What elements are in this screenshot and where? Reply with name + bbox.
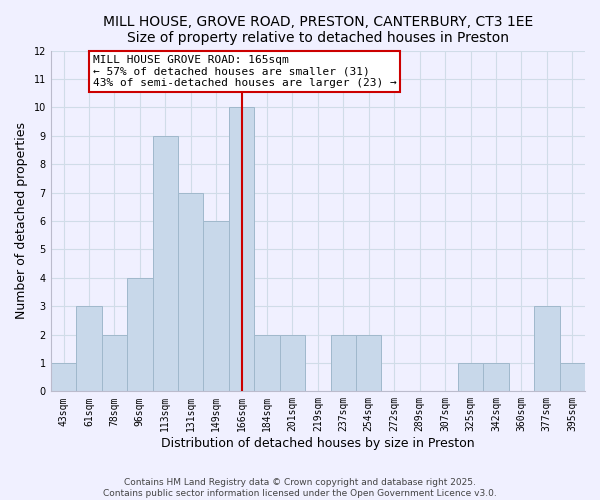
Bar — [356, 334, 382, 392]
Text: MILL HOUSE GROVE ROAD: 165sqm
← 57% of detached houses are smaller (31)
43% of s: MILL HOUSE GROVE ROAD: 165sqm ← 57% of d… — [93, 55, 397, 88]
Bar — [203, 221, 229, 392]
Bar — [51, 363, 76, 392]
Bar — [280, 334, 305, 392]
Bar — [178, 192, 203, 392]
Y-axis label: Number of detached properties: Number of detached properties — [15, 122, 28, 320]
Bar — [152, 136, 178, 392]
Bar — [229, 108, 254, 392]
X-axis label: Distribution of detached houses by size in Preston: Distribution of detached houses by size … — [161, 437, 475, 450]
Bar — [76, 306, 101, 392]
Bar — [254, 334, 280, 392]
Title: MILL HOUSE, GROVE ROAD, PRESTON, CANTERBURY, CT3 1EE
Size of property relative t: MILL HOUSE, GROVE ROAD, PRESTON, CANTERB… — [103, 15, 533, 45]
Bar — [483, 363, 509, 392]
Bar — [560, 363, 585, 392]
Bar — [101, 334, 127, 392]
Text: Contains HM Land Registry data © Crown copyright and database right 2025.
Contai: Contains HM Land Registry data © Crown c… — [103, 478, 497, 498]
Bar — [331, 334, 356, 392]
Bar — [534, 306, 560, 392]
Bar — [458, 363, 483, 392]
Bar — [127, 278, 152, 392]
